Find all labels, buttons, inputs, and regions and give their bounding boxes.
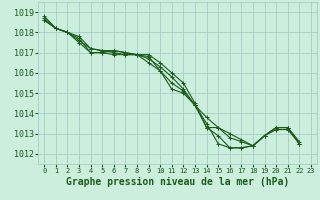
X-axis label: Graphe pression niveau de la mer (hPa): Graphe pression niveau de la mer (hPa)	[66, 177, 289, 187]
